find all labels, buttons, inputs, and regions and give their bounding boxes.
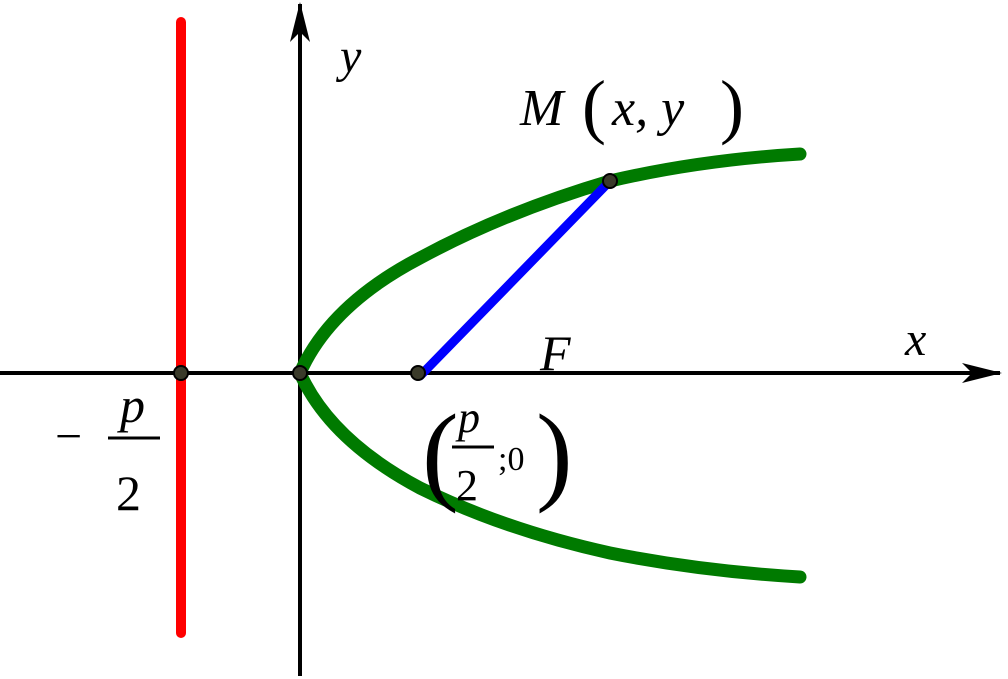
m-coords: x, y: [611, 80, 685, 137]
m-open-paren: (: [582, 66, 606, 146]
focal-segment: [415, 176, 615, 381]
focus-open-paren: (: [422, 392, 459, 514]
focus-numerator: p: [455, 393, 480, 442]
directrix-denominator: 2: [116, 465, 141, 521]
focus-point: [410, 365, 426, 381]
focus-denominator: 2: [456, 461, 478, 510]
focus-rest: ;0: [498, 441, 524, 478]
directrix-point: [173, 365, 189, 381]
point-m: [602, 173, 618, 189]
vertex-point: [292, 365, 308, 381]
y-axis-label: y: [335, 30, 362, 83]
directrix-sign: −: [55, 410, 82, 463]
parabola-lower: [293, 366, 807, 584]
focus-close-paren: ): [536, 392, 573, 514]
x-axis-label: x: [904, 313, 926, 366]
parabola-upper: [293, 147, 807, 380]
directrix-numerator: p: [117, 377, 145, 433]
m-label: M: [519, 80, 566, 137]
focus-label: F: [539, 325, 571, 381]
m-close-paren: ): [720, 66, 744, 146]
